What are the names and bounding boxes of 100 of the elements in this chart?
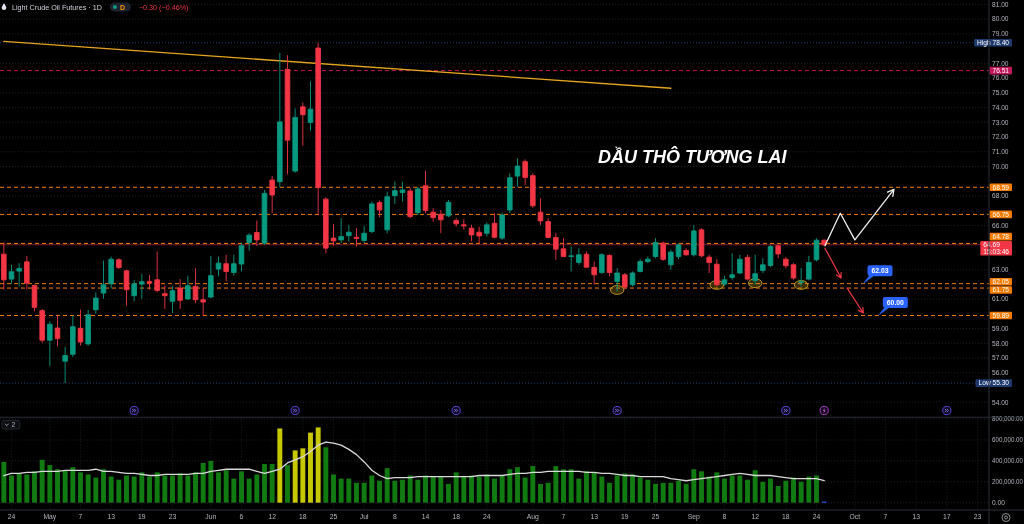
bar — [384, 468, 390, 503]
candlestick — [622, 272, 628, 290]
candlestick — [430, 207, 436, 223]
candlestick — [300, 102, 306, 147]
candlestick — [813, 237, 820, 262]
bar — [814, 475, 819, 503]
candlestick — [568, 246, 574, 272]
line-series — [3, 441, 825, 482]
bar — [806, 476, 812, 503]
bar — [507, 469, 513, 503]
candlestick — [507, 172, 513, 214]
bar — [154, 472, 160, 503]
candlestick — [323, 196, 329, 254]
bar — [147, 476, 152, 503]
candlestick — [231, 254, 237, 277]
candlestick — [438, 209, 444, 234]
candlestick — [215, 256, 222, 277]
bar — [737, 475, 743, 503]
bar — [285, 465, 290, 503]
bar — [55, 469, 60, 503]
bar — [39, 459, 45, 503]
candlestick — [422, 170, 429, 214]
candlestick — [54, 315, 61, 347]
bar — [269, 464, 275, 503]
candlestick — [737, 254, 743, 275]
candlestick — [307, 80, 314, 132]
candlestick — [744, 254, 751, 281]
candlestick — [346, 224, 352, 242]
bar — [622, 473, 628, 503]
bar — [484, 474, 490, 503]
candlestick — [246, 232, 252, 251]
candlestick — [338, 217, 344, 244]
bar — [775, 485, 781, 503]
candlestick — [522, 158, 528, 186]
bar — [530, 466, 536, 503]
candlestick — [269, 175, 275, 214]
candlestick — [798, 267, 804, 287]
bar — [239, 471, 244, 503]
bar — [1, 461, 7, 503]
bar — [116, 479, 122, 503]
bar — [545, 482, 551, 503]
candlestick — [277, 52, 283, 188]
bar — [676, 480, 681, 503]
candlestick — [660, 241, 666, 262]
bar — [400, 479, 405, 503]
bar — [729, 475, 735, 503]
candlestick — [468, 224, 475, 242]
bar — [62, 470, 68, 503]
candlestick — [576, 247, 582, 266]
bar — [614, 475, 620, 503]
bar — [791, 477, 796, 503]
bar — [438, 476, 444, 503]
candlestick — [790, 262, 797, 281]
candlestick — [599, 252, 605, 275]
bar — [338, 478, 344, 503]
candlestick — [491, 212, 498, 239]
bar — [752, 470, 758, 503]
bar — [553, 466, 559, 503]
text: DẦU THÔ TƯƠNG LAI — [598, 146, 788, 167]
candlestick — [116, 257, 122, 270]
candlestick — [376, 200, 383, 218]
bar — [315, 427, 321, 503]
bar — [139, 472, 145, 503]
bar — [591, 472, 597, 503]
candlestick — [292, 108, 298, 174]
bar — [170, 475, 175, 503]
candlestick — [675, 242, 682, 260]
candlestick — [208, 255, 214, 299]
candlestick — [353, 227, 360, 247]
candlestick — [530, 172, 536, 209]
candlestick — [177, 278, 183, 310]
candlestick — [583, 251, 590, 269]
bar — [223, 470, 229, 503]
candlestick — [162, 285, 168, 310]
bar — [668, 482, 674, 503]
candlestick — [123, 269, 130, 307]
candlestick — [39, 308, 45, 344]
candlestick — [729, 252, 735, 281]
candlestick — [139, 273, 145, 300]
candlestick — [361, 225, 367, 244]
candlestick — [16, 262, 22, 287]
candlestick — [499, 212, 505, 241]
bar — [70, 467, 76, 503]
candlestick — [706, 254, 712, 274]
candlestick — [24, 255, 30, 291]
candlestick — [545, 217, 551, 239]
candlestick — [8, 264, 15, 285]
candlestick — [384, 191, 390, 234]
bar — [216, 472, 221, 503]
bar — [691, 469, 697, 503]
bar — [469, 475, 474, 503]
bar — [660, 482, 666, 503]
candlestick — [369, 201, 375, 234]
candlestick — [93, 291, 99, 315]
candlestick — [70, 315, 76, 358]
candlestick — [553, 232, 559, 261]
candlestick — [783, 256, 789, 269]
candlestick — [192, 267, 199, 304]
candlestick — [146, 274, 153, 291]
bar — [262, 464, 267, 503]
